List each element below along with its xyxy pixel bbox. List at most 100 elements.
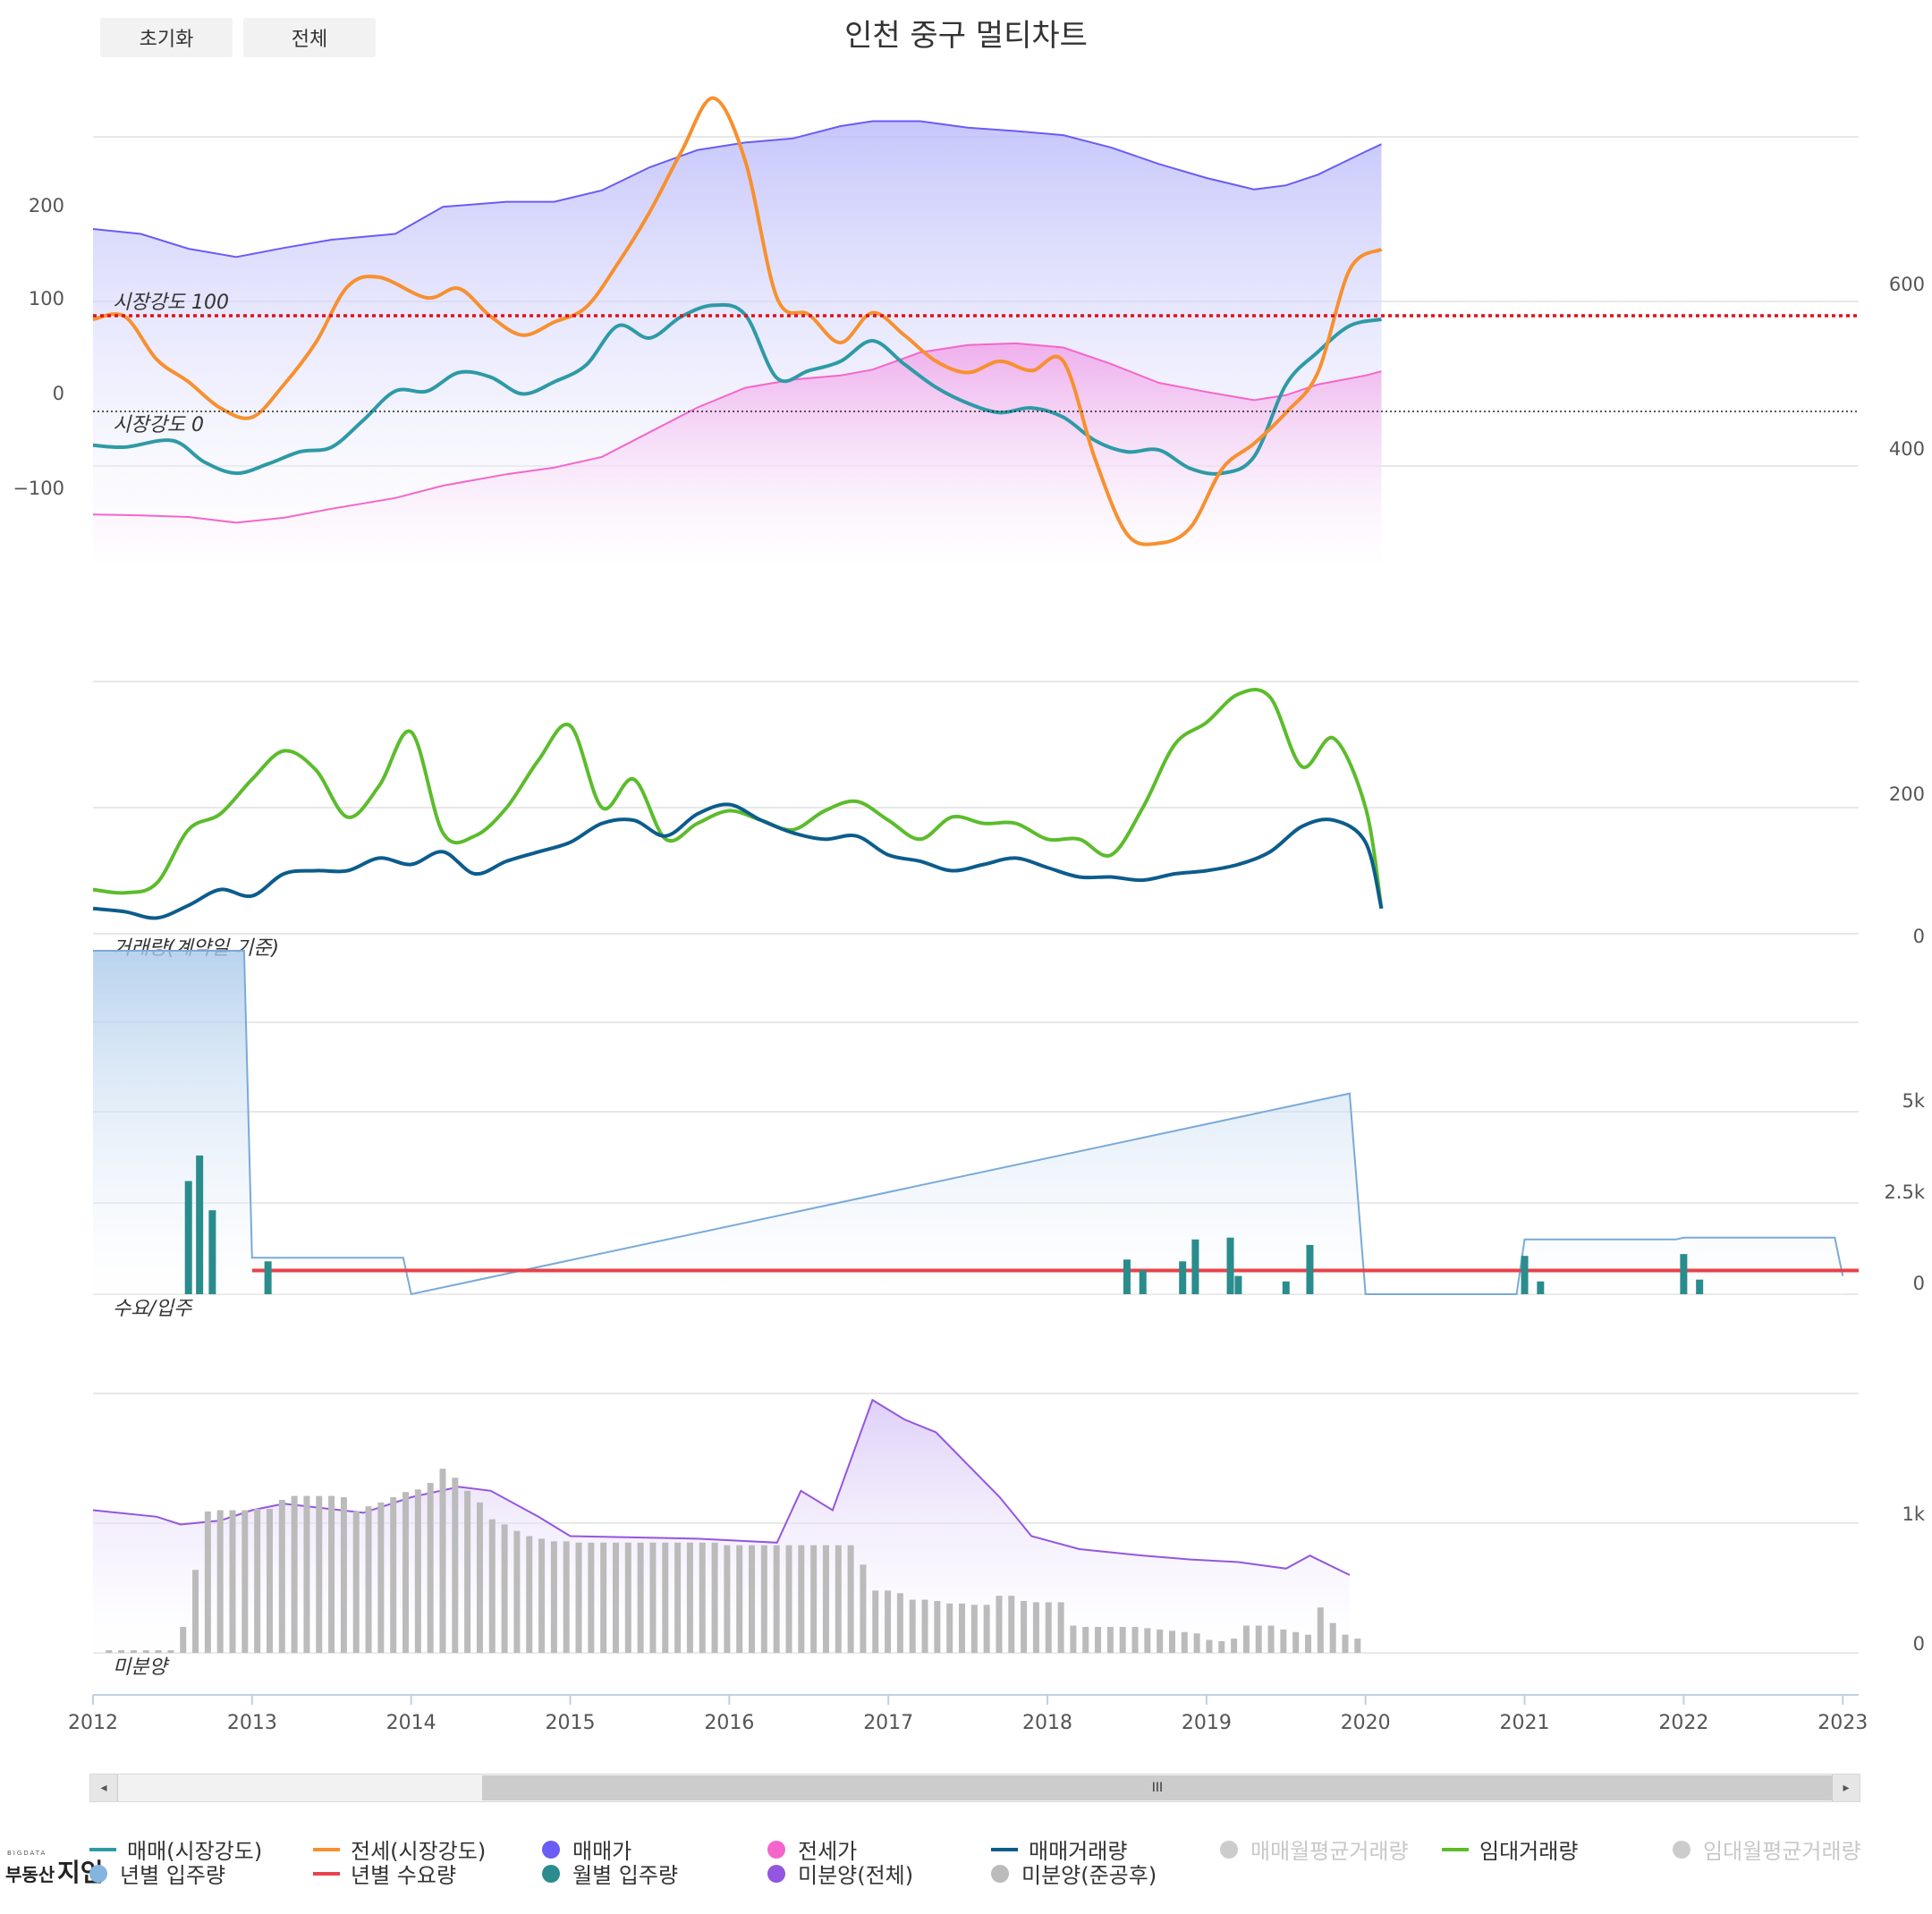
panel4-right-tick: 1k bbox=[1902, 1503, 1925, 1525]
scroll-thumb[interactable]: III bbox=[482, 1775, 1833, 1800]
legend-item[interactable]: 임대월평균거래량 bbox=[1673, 1834, 1861, 1865]
bar-unsold-after-completion bbox=[513, 1530, 521, 1653]
panel1-left-tick: 100 bbox=[29, 288, 64, 309]
bar-unsold-after-completion bbox=[155, 1650, 162, 1653]
bar-monthly-supply bbox=[1191, 1239, 1199, 1294]
legend-item[interactable]: 전세가 bbox=[767, 1834, 857, 1865]
bar-unsold-after-completion bbox=[402, 1492, 410, 1653]
x-axis-label-2018: 2018 bbox=[1022, 1712, 1072, 1734]
bar-unsold-after-completion bbox=[1070, 1625, 1077, 1653]
bar-unsold-after-completion bbox=[278, 1499, 285, 1653]
bar-unsold-after-completion bbox=[291, 1495, 298, 1653]
panel1-left-tick: −100 bbox=[13, 478, 64, 499]
bar-monthly-supply bbox=[196, 1155, 204, 1294]
legend-item[interactable]: 전세(시장강도) bbox=[313, 1834, 486, 1865]
legend-item[interactable]: 월별 입주량 bbox=[542, 1858, 678, 1889]
x-axis-label-2021: 2021 bbox=[1500, 1712, 1550, 1734]
legend-item[interactable]: 매매거래량 bbox=[991, 1834, 1127, 1865]
legend-item[interactable]: 임대거래량 bbox=[1442, 1834, 1578, 1865]
legend-swatch bbox=[313, 1847, 340, 1851]
unsold-label: 미분양 bbox=[113, 1656, 170, 1679]
bar-unsold-after-completion bbox=[254, 1509, 261, 1653]
legend-item[interactable]: 매매가 bbox=[542, 1834, 631, 1865]
bar-unsold-after-completion bbox=[328, 1495, 335, 1653]
legend-label: 미분양(전체) bbox=[798, 1863, 914, 1888]
legend-swatch bbox=[1442, 1847, 1469, 1851]
bar-unsold-after-completion bbox=[414, 1489, 421, 1653]
legend-label: 매매(시장강도) bbox=[127, 1839, 263, 1864]
bar-unsold-after-completion bbox=[377, 1502, 385, 1653]
x-axis-label-2015: 2015 bbox=[546, 1712, 596, 1734]
legend-label: 전세가 bbox=[798, 1839, 858, 1864]
legend-item[interactable]: 미분양(준공후) bbox=[991, 1858, 1157, 1889]
bar-unsold-after-completion bbox=[216, 1510, 224, 1653]
panel1-left-tick: 0 bbox=[53, 383, 64, 404]
legend-item[interactable]: 매매(시장강도) bbox=[89, 1834, 262, 1865]
bar-unsold-after-completion bbox=[909, 1599, 916, 1653]
bar-unsold-after-completion bbox=[983, 1605, 990, 1653]
bar-unsold-after-completion bbox=[1106, 1627, 1114, 1653]
scroll-left-arrow[interactable]: ◂ bbox=[90, 1774, 118, 1801]
bar-monthly-supply bbox=[1179, 1261, 1187, 1294]
bar-unsold-after-completion bbox=[538, 1538, 546, 1653]
bar-unsold-after-completion bbox=[501, 1524, 508, 1653]
logo-small-text: BIGDATA bbox=[7, 1850, 47, 1857]
line-sale-strength bbox=[92, 302, 1382, 476]
reset-button[interactable]: 초기화 bbox=[100, 18, 233, 57]
bar-unsold-after-completion bbox=[699, 1542, 706, 1653]
bar-unsold-after-completion bbox=[1317, 1607, 1324, 1653]
bar-unsold-after-completion bbox=[674, 1542, 682, 1653]
bar-unsold-after-completion bbox=[1119, 1627, 1126, 1653]
bar-unsold-after-completion bbox=[1354, 1639, 1361, 1653]
bar-unsold-after-completion bbox=[204, 1511, 211, 1653]
legend-item[interactable]: 매매월평균거래량 bbox=[1220, 1834, 1409, 1865]
bar-unsold-after-completion bbox=[266, 1509, 273, 1653]
x-axis-label-2020: 2020 bbox=[1341, 1712, 1391, 1734]
bar-unsold-after-completion bbox=[476, 1502, 483, 1653]
legend-swatch bbox=[1673, 1840, 1690, 1859]
bar-unsold-after-completion bbox=[1267, 1625, 1275, 1653]
bar-unsold-after-completion bbox=[180, 1627, 187, 1653]
bar-unsold-after-completion bbox=[303, 1495, 310, 1653]
legend-label: 전세(시장강도) bbox=[351, 1839, 487, 1864]
legend-item[interactable]: 미분양(전체) bbox=[767, 1858, 913, 1889]
panel2-right-tick: 0 bbox=[1913, 926, 1925, 947]
bar-unsold-after-completion bbox=[316, 1495, 323, 1653]
bar-monthly-supply bbox=[1123, 1259, 1131, 1294]
bar-monthly-supply bbox=[1234, 1275, 1242, 1294]
bar-unsold-after-completion bbox=[662, 1542, 669, 1653]
legend-swatch bbox=[991, 1864, 1009, 1883]
bar-monthly-supply bbox=[184, 1181, 192, 1294]
bar-monthly-supply bbox=[1306, 1244, 1314, 1294]
legend-swatch bbox=[991, 1847, 1018, 1851]
x-axis-label-2014: 2014 bbox=[386, 1712, 436, 1734]
bar-unsold-after-completion bbox=[798, 1545, 805, 1653]
bar-unsold-after-completion bbox=[118, 1650, 125, 1653]
bar-monthly-supply bbox=[1226, 1237, 1234, 1294]
bar-unsold-after-completion bbox=[130, 1650, 137, 1653]
bar-unsold-after-completion bbox=[452, 1478, 459, 1653]
panel1-right-tick: 600 bbox=[1889, 274, 1925, 295]
bar-monthly-supply bbox=[1521, 1256, 1529, 1294]
x-axis-label-2019: 2019 bbox=[1182, 1712, 1232, 1734]
line-jeonse-strength bbox=[92, 96, 1383, 546]
ref-label-strength-0: 시장강도 0 bbox=[113, 414, 204, 436]
bar-unsold-after-completion bbox=[1131, 1627, 1139, 1653]
bar-unsold-after-completion bbox=[242, 1510, 249, 1653]
scroll-right-arrow[interactable]: ▸ bbox=[1832, 1774, 1860, 1801]
bar-unsold-after-completion bbox=[1181, 1631, 1188, 1653]
bar-monthly-supply bbox=[1282, 1281, 1290, 1294]
bar-unsold-after-completion bbox=[439, 1469, 446, 1653]
navigator-scrollbar[interactable]: ◂ III ▸ bbox=[89, 1774, 1860, 1802]
legend-item[interactable]: 년별 입주량 bbox=[89, 1858, 225, 1889]
bar-unsold-after-completion bbox=[1082, 1627, 1089, 1653]
legend-item[interactable]: 년별 수요량 bbox=[313, 1858, 456, 1889]
bar-unsold-after-completion bbox=[1329, 1622, 1336, 1653]
bar-unsold-after-completion bbox=[860, 1564, 867, 1653]
legend-swatch bbox=[767, 1864, 785, 1883]
supply-label: 수요/입주 bbox=[113, 1298, 193, 1320]
panel1-right-tick: 400 bbox=[1889, 438, 1925, 460]
x-axis-label-2016: 2016 bbox=[704, 1712, 754, 1734]
bar-unsold-after-completion bbox=[934, 1601, 941, 1653]
show-all-button[interactable]: 전체 bbox=[243, 18, 376, 57]
